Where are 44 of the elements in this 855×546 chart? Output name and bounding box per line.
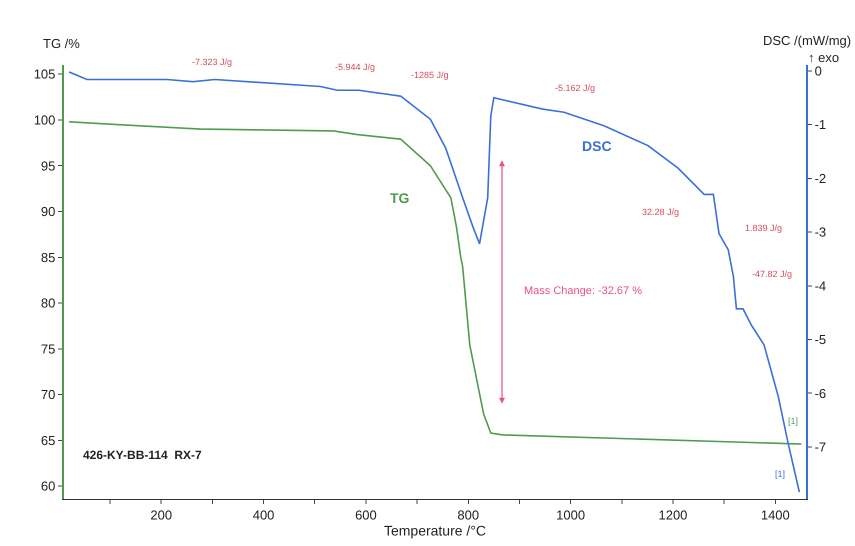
y-tick-label: 95 [40, 158, 56, 174]
annotation: 1.839 J/g [745, 223, 782, 233]
y-tick-label: 65 [40, 432, 56, 448]
y2-tick-label: -6 [814, 386, 826, 401]
x-tick-label: 1000 [556, 508, 586, 523]
x-tick-label: 800 [457, 508, 480, 523]
x-tick-label: 200 [150, 508, 172, 523]
y2-tick-label: -5 [814, 332, 826, 348]
y2-tick-label: -2 [814, 170, 826, 186]
y2-tick-label: 0 [814, 63, 822, 78]
x-tick-label: 1200 [658, 508, 688, 523]
annotation: -1285 J/g [411, 70, 449, 80]
x-tick-label: 400 [252, 508, 274, 523]
line-series [68, 120, 802, 445]
y-axis-title: TG /% [43, 36, 80, 51]
annotation: [1] [775, 469, 786, 479]
line-series [68, 71, 800, 493]
y-tick-label: 105 [34, 66, 56, 82]
annotation: -5.944 J/g [335, 62, 376, 72]
y-tick-label: 60 [40, 478, 56, 494]
text: TG [390, 190, 410, 206]
annotation: -47.82 J/g [752, 269, 792, 279]
annotation: -7.323 J/g [192, 57, 232, 67]
annotation: [1] [788, 416, 798, 426]
x-axis-title: Temperature /°C [384, 522, 486, 539]
y-tick-label: 80 [40, 296, 56, 311]
y2-tick-label: -1 [814, 117, 826, 132]
series-label: DSC [582, 138, 612, 154]
annotation: -5.162 J/g [555, 83, 596, 93]
y2-tick-label: -4 [814, 278, 826, 294]
x-tick-label: 1400 [760, 508, 790, 523]
annotation: 32.28 J/g [642, 207, 680, 217]
y-tick-label: 70 [40, 387, 56, 402]
text: ↑ exo [808, 50, 840, 65]
x-tick-label: 600 [355, 508, 377, 523]
y2-axis-title: DSC /(mW/mg) [763, 33, 852, 48]
y-tick-label: 100 [34, 112, 56, 128]
y-tick-label: 85 [40, 250, 56, 265]
y-tick-label: 90 [40, 204, 56, 220]
y2-tick-label: -3 [814, 224, 826, 240]
annotation: 426-KY-BB-114 RX-7 [83, 448, 202, 462]
annotation: Mass Change: -32.67 % [524, 285, 642, 297]
y2-tick-label: -7 [814, 439, 826, 454]
y-tick-label: 75 [40, 341, 56, 356]
